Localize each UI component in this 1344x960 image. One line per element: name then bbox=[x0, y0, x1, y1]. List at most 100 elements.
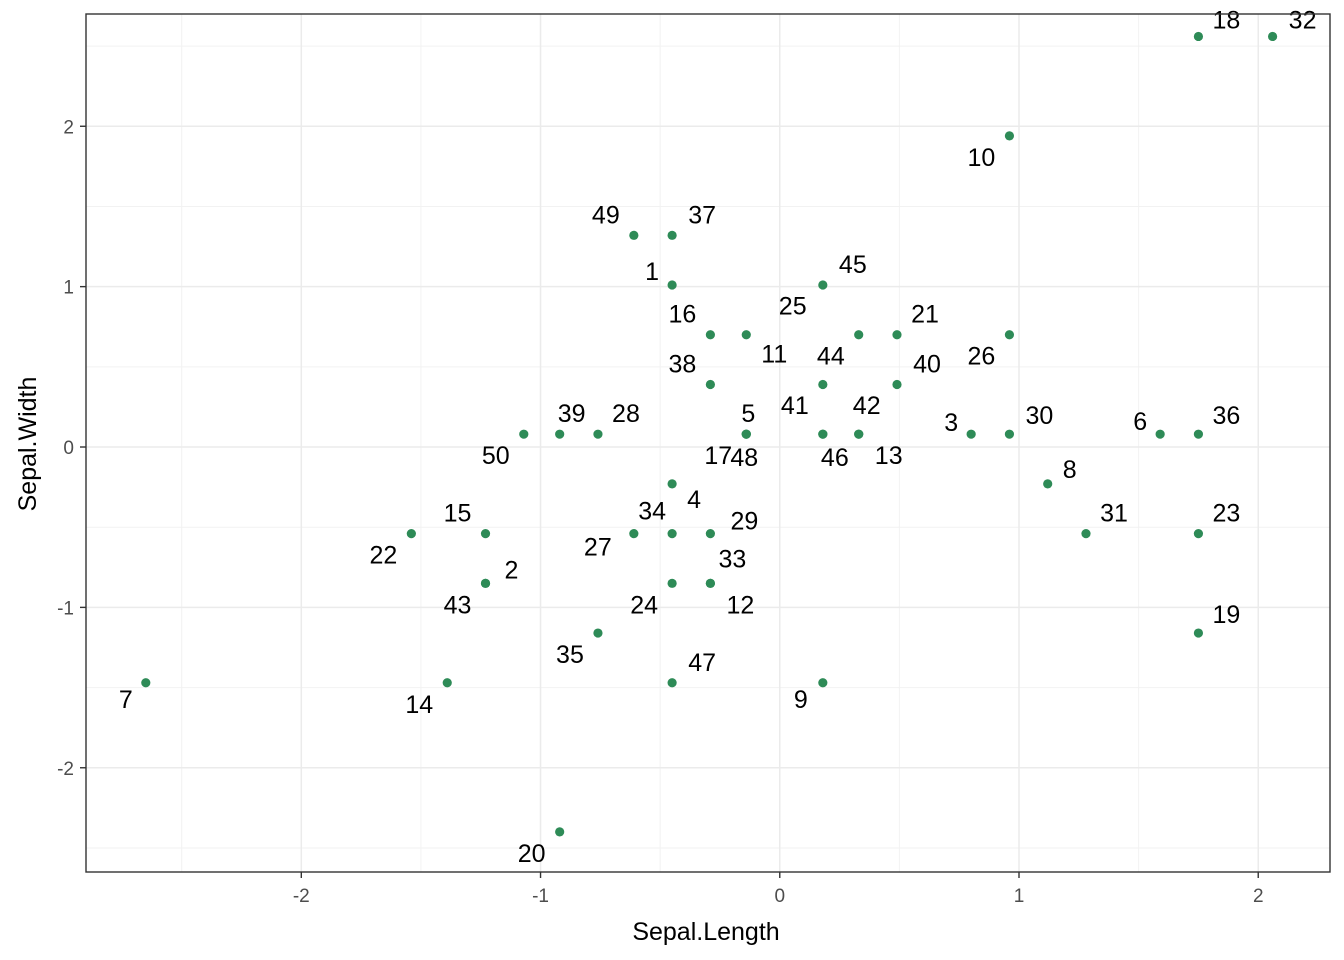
data-point-14 bbox=[442, 678, 452, 688]
point-label-6: 6 bbox=[1133, 408, 1147, 436]
data-point-15 bbox=[480, 529, 491, 539]
point-label-1: 1 bbox=[645, 258, 659, 286]
y-tick-label: 0 bbox=[63, 438, 74, 459]
data-point-36 bbox=[1193, 429, 1204, 439]
point-label-18: 18 bbox=[1213, 6, 1241, 34]
data-point-25 bbox=[854, 330, 864, 340]
point-label-43: 43 bbox=[444, 591, 472, 619]
point-label-20: 20 bbox=[518, 840, 546, 868]
point-label-46: 46 bbox=[821, 444, 849, 472]
data-point-37 bbox=[667, 230, 677, 240]
x-axis-title: Sepal.Length bbox=[632, 918, 779, 946]
point-label-5: 5 bbox=[741, 400, 755, 428]
data-point-31 bbox=[1081, 529, 1091, 539]
point-label-48: 48 bbox=[730, 444, 758, 472]
x-tick-label: 2 bbox=[1253, 886, 1264, 907]
point-label-4: 4 bbox=[687, 486, 701, 514]
data-point-39 bbox=[555, 429, 565, 439]
point-label-35: 35 bbox=[556, 641, 584, 669]
data-point-21 bbox=[892, 330, 902, 340]
data-point-35 bbox=[593, 628, 603, 638]
point-label-30: 30 bbox=[1026, 402, 1054, 430]
data-point-32 bbox=[1267, 31, 1278, 42]
point-label-38: 38 bbox=[668, 350, 696, 378]
data-point-8 bbox=[1043, 479, 1053, 489]
point-label-22: 22 bbox=[369, 542, 397, 570]
data-point-28 bbox=[593, 429, 603, 439]
point-label-33: 33 bbox=[718, 545, 746, 573]
point-label-26: 26 bbox=[968, 343, 996, 371]
point-label-50: 50 bbox=[482, 442, 510, 470]
point-label-31: 31 bbox=[1100, 500, 1128, 528]
y-tick-label: -2 bbox=[57, 759, 74, 780]
x-tick-label: -1 bbox=[532, 886, 549, 907]
y-axis-title: Sepal.Width bbox=[14, 377, 42, 512]
point-label-29: 29 bbox=[730, 508, 758, 536]
data-point-50 bbox=[519, 429, 529, 439]
minor-gridlines bbox=[86, 14, 1330, 872]
point-label-25: 25 bbox=[779, 293, 807, 321]
point-label-40: 40 bbox=[913, 350, 941, 378]
data-point-18 bbox=[1193, 31, 1204, 42]
point-label-13: 13 bbox=[875, 442, 903, 470]
data-point-46 bbox=[818, 429, 828, 439]
y-tick-label: 2 bbox=[63, 117, 74, 138]
point-label-21: 21 bbox=[911, 301, 939, 329]
data-point-7 bbox=[141, 678, 151, 688]
x-tick-label: 0 bbox=[774, 886, 785, 907]
point-label-34: 34 bbox=[638, 498, 666, 526]
data-point-10 bbox=[1004, 131, 1015, 141]
data-point-29 bbox=[705, 529, 715, 539]
point-label-17: 17 bbox=[704, 442, 732, 470]
y-tick-label: 1 bbox=[63, 278, 74, 299]
data-point-9 bbox=[818, 678, 828, 688]
data-point-20 bbox=[555, 827, 565, 837]
point-label-32: 32 bbox=[1289, 6, 1317, 34]
y-tick-label: -1 bbox=[57, 598, 74, 619]
point-label-37: 37 bbox=[688, 201, 716, 229]
data-point-1 bbox=[667, 280, 677, 290]
data-point-4 bbox=[667, 479, 677, 489]
data-point-11 bbox=[741, 330, 751, 340]
data-point-19 bbox=[1193, 628, 1204, 638]
data-point-16 bbox=[705, 330, 715, 340]
point-label-3: 3 bbox=[944, 409, 958, 437]
point-label-9: 9 bbox=[794, 686, 808, 714]
data-point-34 bbox=[667, 529, 677, 539]
point-label-8: 8 bbox=[1063, 456, 1077, 484]
data-point-23 bbox=[1193, 529, 1204, 539]
data-point-42 bbox=[854, 429, 864, 439]
point-label-47: 47 bbox=[688, 649, 716, 677]
point-label-36: 36 bbox=[1213, 402, 1241, 430]
data-point-47 bbox=[667, 678, 677, 688]
major-gridlines bbox=[86, 14, 1330, 872]
panel-border bbox=[85, 13, 1331, 873]
point-label-44: 44 bbox=[817, 342, 845, 370]
point-label-24: 24 bbox=[630, 591, 658, 619]
x-tick-label: 1 bbox=[1014, 886, 1025, 907]
x-tick-label: -2 bbox=[293, 886, 310, 907]
data-point-3 bbox=[966, 429, 976, 439]
point-label-16: 16 bbox=[668, 301, 696, 329]
data-point-22 bbox=[406, 529, 416, 539]
data-point-45 bbox=[818, 280, 828, 290]
data-point-6 bbox=[1155, 429, 1165, 439]
point-label-2: 2 bbox=[505, 556, 519, 584]
point-label-7: 7 bbox=[119, 686, 133, 714]
point-label-45: 45 bbox=[839, 251, 867, 279]
point-label-39: 39 bbox=[558, 400, 586, 428]
data-points bbox=[141, 31, 1278, 837]
point-label-10: 10 bbox=[968, 144, 996, 172]
data-point-26 bbox=[1004, 330, 1015, 340]
data-point-48 bbox=[741, 429, 751, 439]
point-label-14: 14 bbox=[405, 691, 433, 719]
data-point-40 bbox=[892, 379, 902, 390]
data-point-33 bbox=[705, 578, 715, 588]
point-label-41: 41 bbox=[781, 392, 809, 420]
data-point-43 bbox=[480, 578, 491, 588]
data-point-44 bbox=[818, 379, 828, 390]
point-label-15: 15 bbox=[444, 500, 472, 528]
point-label-49: 49 bbox=[592, 201, 620, 229]
data-point-27 bbox=[629, 529, 639, 539]
